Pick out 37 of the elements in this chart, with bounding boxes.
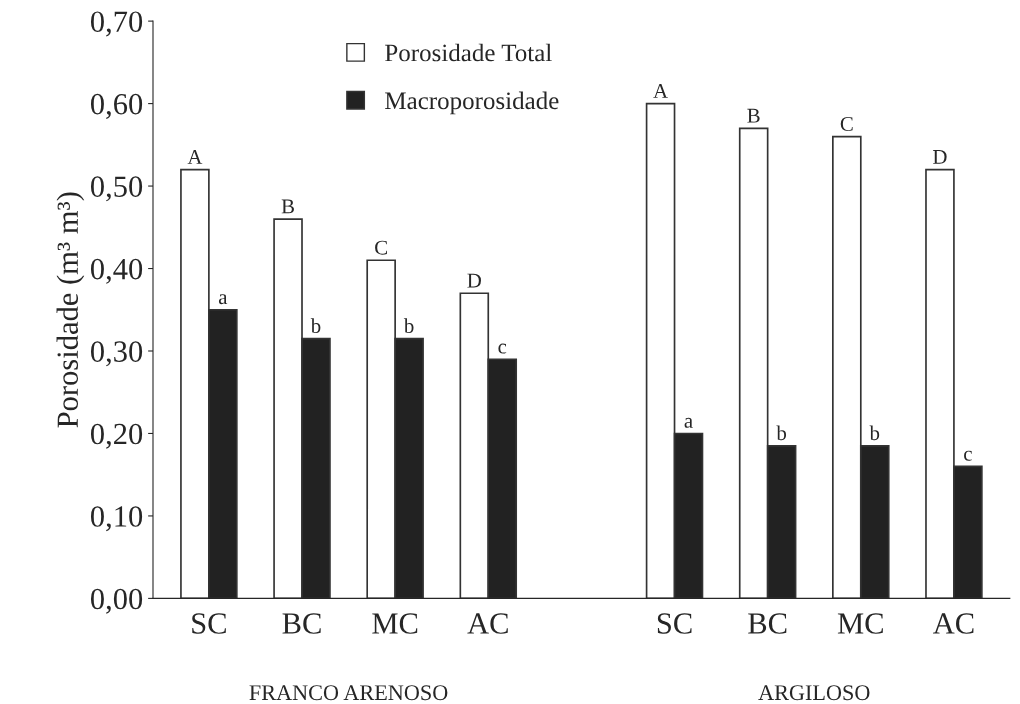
data-label: A bbox=[653, 84, 668, 98]
x-tick-label: AC bbox=[933, 613, 974, 634]
data-label: D bbox=[933, 150, 947, 164]
data-label: b bbox=[869, 425, 880, 441]
legend-label: Porosidade Total bbox=[385, 43, 552, 62]
data-label: b bbox=[310, 318, 321, 333]
data-label: C bbox=[840, 116, 853, 131]
data-label: c bbox=[498, 343, 507, 354]
y-tick-label: 0,70 bbox=[90, 11, 143, 37]
data-label: b bbox=[403, 318, 414, 333]
x-tick-label: BC bbox=[282, 613, 321, 634]
data-label: C bbox=[375, 240, 387, 255]
y-tick-label: 0,20 bbox=[90, 423, 143, 449]
data-label: B bbox=[281, 199, 294, 214]
data-label: D bbox=[467, 273, 481, 288]
y-tick-label: 0,60 bbox=[90, 93, 143, 119]
data-label: A bbox=[187, 149, 203, 164]
legend-label: Macroporosidade bbox=[385, 91, 559, 115]
y-tick-label: 0,40 bbox=[90, 258, 143, 284]
text: FRANCO ARENOSO bbox=[249, 685, 448, 701]
data-label: B bbox=[747, 108, 760, 123]
y-tick-label: 0,30 bbox=[90, 341, 143, 367]
y-tick-label: 0,50 bbox=[90, 176, 143, 202]
data-label: b bbox=[776, 425, 787, 441]
x-tick-label: MC bbox=[837, 613, 883, 634]
data-label: a bbox=[218, 294, 228, 305]
y-axis-title: Porosidade (m³ m³) bbox=[56, 192, 85, 428]
x-tick-label: AC bbox=[467, 613, 508, 634]
data-label: a bbox=[684, 417, 693, 428]
text: ARGILOSO bbox=[758, 685, 870, 701]
y-tick-label: 0,00 bbox=[90, 588, 143, 614]
y-tick-label: 0,10 bbox=[90, 506, 143, 532]
x-tick-label: MC bbox=[372, 613, 418, 634]
x-tick-label: SC bbox=[192, 613, 226, 634]
data-label: c bbox=[964, 450, 972, 461]
x-tick-label: SC bbox=[657, 613, 692, 634]
x-tick-label: BC bbox=[748, 613, 787, 634]
